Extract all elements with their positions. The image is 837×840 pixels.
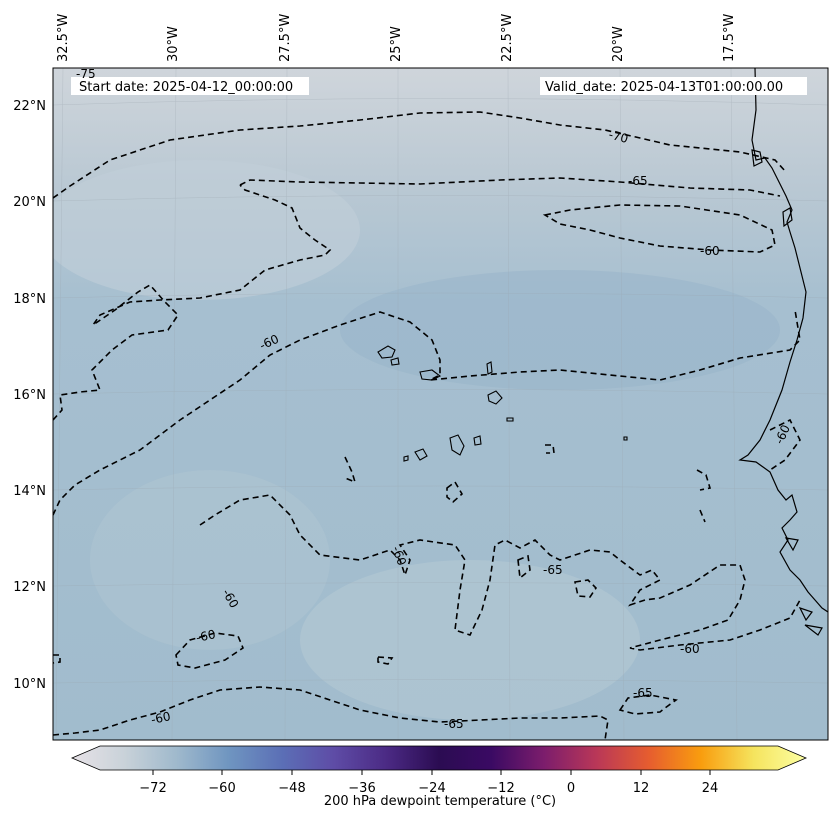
lat-label: 18°N [13,292,46,307]
field-patch [340,270,780,390]
contour-label: -65 [444,717,464,731]
colorbar-bar [70,745,808,771]
colorbar-label: 200 hPa dewpoint temperature (°C) [324,794,556,809]
valid-date-box [540,77,807,95]
lon-label: 20°W [611,26,626,62]
colorbar-tick-label: −60 [208,781,235,796]
lat-label: 20°N [13,195,46,210]
colorbar-tick-label: −72 [139,781,166,796]
contour-label: -70 [607,127,630,146]
lat-label: 10°N [13,677,46,692]
colorbar-tick-label: 12 [633,781,650,796]
contour-label: -60 [700,244,720,258]
graticule [53,68,828,740]
contour-label: -75 [76,67,96,81]
lon-label: 22.5°W [500,14,515,62]
valid-date-label: Valid_date: 2025-04-13T01:00:00.00 [545,80,783,95]
latitude-labels: 22°N 20°N 18°N 16°N 14°N 12°N 10°N [13,99,46,692]
lat-label: 16°N [13,388,46,403]
start-date-label: Start date: 2025-04-12_00:00:00 [79,80,293,95]
colorbar-ticks: −72 −60 −48 −36 −24 −12 0 12 24 [139,770,718,796]
coastline [738,68,828,636]
colorbar-tick-label: −48 [278,781,305,796]
lon-label: 27.5°W [278,14,293,62]
contour-label: -60 [389,544,409,567]
colorbar-tick-label: −36 [348,781,375,796]
contour-label: -65 [628,174,648,188]
colorbar-tick-label: 0 [567,781,575,796]
longitude-labels: 32.5°W 30°W 27.5°W 25°W 22.5°W 20°W 17.5… [56,14,737,62]
contour-lines [53,111,801,740]
colorbar: −72 −60 −48 −36 −24 −12 0 12 24 200 hPa … [70,745,808,809]
contour-label: -60 [195,627,217,645]
cape-verde-islands [377,345,628,462]
start-date-box [71,77,309,95]
contour-label: -60 [150,709,172,727]
colorbar-tick-label: 24 [702,781,719,796]
lon-label: 30°W [166,26,181,62]
contour-label: -60 [680,642,700,656]
lat-label: 22°N [13,99,46,114]
lon-label: 17.5°W [722,14,737,62]
lat-label: 12°N [13,580,46,595]
field-patch [53,160,360,300]
field-patch [300,560,640,720]
contour-label: -65 [543,563,563,577]
contour-label: -65 [633,686,653,700]
map-panel [53,68,828,740]
colorbar-tick-label: −24 [418,781,445,796]
lat-label: 14°N [13,484,46,499]
field-patch [90,470,330,650]
lon-label: 25°W [389,26,404,62]
map-frame [52,67,829,741]
colorbar-tick-label: −12 [487,781,514,796]
lon-label: 32.5°W [56,14,71,62]
